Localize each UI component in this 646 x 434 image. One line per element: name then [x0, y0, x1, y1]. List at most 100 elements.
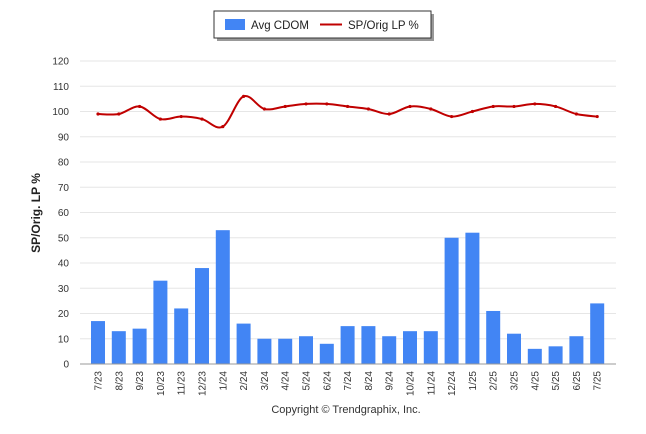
x-tick-label: 3/25 [510, 371, 521, 391]
sp-orig-lp-point-2-24 [242, 94, 246, 98]
sp-orig-lp-point-6-25 [574, 112, 579, 116]
x-tick-label: 3/24 [260, 371, 271, 391]
bar-2-24 [236, 323, 251, 364]
x-tick-label: 5/24 [302, 371, 313, 391]
sp-orig-lp-point-7-23 [96, 112, 100, 116]
x-tick-label: 4/24 [281, 371, 292, 391]
bar-2-25 [486, 310, 501, 364]
legend-label-avg-cdom: Avg CDOM [251, 20, 309, 32]
x-tick-label: 7/23 [94, 371, 105, 391]
sp-orig-lp-point-9-23 [138, 104, 142, 109]
y-axis-label: SP/Orig. LP % [29, 173, 43, 253]
sp-orig-lp-point-2-25 [491, 104, 495, 109]
sp-orig-lp-point-1-24 [221, 125, 225, 129]
y-tick-label: 70 [58, 183, 70, 194]
sp-orig-lp-point-9-24 [387, 112, 391, 116]
sp-orig-lp-point-5-24 [304, 102, 308, 106]
x-tick-label: 12/24 [447, 371, 458, 396]
y-tick-label: 50 [58, 233, 70, 244]
bar-9-24 [382, 336, 397, 364]
bar-7-24 [340, 326, 355, 364]
sp-orig-lp-point-7-25 [595, 114, 599, 119]
bar-11-24 [423, 331, 438, 364]
x-tick-label: 7/24 [343, 371, 354, 391]
y-tick-label: 60 [58, 208, 70, 219]
x-tick-label: 8/23 [114, 371, 125, 391]
y-tick-label: 120 [52, 57, 69, 68]
x-tick-label: 7/25 [593, 371, 604, 391]
x-tick-label: 11/23 [177, 371, 188, 396]
x-tick-label: 12/23 [198, 371, 209, 396]
bar-7-23 [91, 321, 105, 364]
bar-9-23 [132, 328, 147, 364]
y-tick-label: 30 [58, 284, 70, 295]
x-tick-label: 2/25 [489, 371, 500, 391]
bar-8-24 [361, 326, 376, 364]
x-tick-label: 1/25 [468, 371, 479, 391]
sp-orig-lp-point-5-25 [554, 104, 558, 109]
sp-orig-lp-point-4-25 [533, 102, 537, 106]
x-tick-label: 1/24 [218, 371, 229, 391]
bar-10-23 [153, 280, 168, 364]
sp-orig-lp-point-1-25 [470, 109, 474, 114]
bar-3-24 [257, 338, 272, 364]
x-tick-label: 6/24 [322, 371, 333, 391]
x-tick-label: 2/24 [239, 371, 250, 391]
bar-6-24 [319, 343, 334, 364]
bar-12-23 [195, 268, 209, 364]
y-tick-label: 80 [58, 158, 70, 169]
x-axis-ticks: 7/23 8/23 9/23 10/23 11/23 12/23 1/24 2/24 3/24 4… [94, 371, 604, 396]
x-tick-label: 4/25 [530, 371, 541, 391]
bar-3-25 [507, 333, 521, 364]
x-tick-label: 10/24 [406, 371, 417, 396]
bar-7-25 [590, 303, 605, 364]
sp-orig-lp-point-11-23 [179, 114, 183, 119]
x-tick-label: 9/23 [135, 371, 146, 391]
copyright-credit: Copyright © Trendgraphix, Inc. [271, 404, 420, 416]
legend: Avg CDOM SP/Orig LP % [213, 10, 434, 41]
bar-series-avg-cdom [91, 230, 605, 364]
sp-orig-lp-point-10-24 [408, 104, 412, 109]
legend-swatch-avg-cdom [225, 19, 245, 30]
x-tick-label: 10/23 [156, 371, 167, 396]
legend-label-sp-orig-lp: SP/Orig LP % [348, 20, 419, 32]
sp-orig-lp-point-6-24 [325, 102, 329, 106]
bar-1-24 [215, 230, 230, 364]
sp-orig-lp-point-4-24 [283, 104, 287, 109]
y-tick-label: 110 [53, 82, 69, 93]
y-axis-ticks: 0 10 20 30 40 50 60 70 80 90 100 110 120 [52, 57, 69, 371]
sp-orig-lp-point-12-23 [200, 117, 204, 121]
bar-5-25 [548, 346, 563, 364]
x-tick-label: 9/24 [385, 371, 396, 391]
y-tick-label: 10 [58, 334, 70, 345]
y-tick-label: 20 [58, 309, 70, 320]
sp-orig-lp-point-11-24 [429, 107, 433, 111]
x-tick-label: 11/24 [426, 371, 437, 396]
x-tick-label: 8/24 [364, 371, 375, 391]
line-series-sp-orig-lp [96, 94, 599, 129]
bar-12-24 [444, 237, 459, 364]
bar-4-25 [527, 348, 542, 364]
x-tick-label: 5/25 [551, 371, 562, 391]
sp-orig-lp-point-7-24 [346, 104, 350, 109]
y-tick-label: 0 [63, 360, 69, 371]
bar-6-25 [569, 336, 584, 364]
sp-orig-lp-point-3-24 [262, 107, 266, 111]
bar-1-25 [465, 232, 480, 364]
y-tick-label: 90 [58, 132, 70, 143]
bar-8-23 [111, 331, 126, 364]
bar-4-24 [278, 338, 293, 364]
bar-5-24 [299, 336, 313, 364]
sp-orig-lp-point-8-23 [117, 112, 121, 116]
x-tick-label: 6/25 [572, 371, 583, 391]
sp-orig-lp-point-10-23 [158, 117, 162, 121]
bar-11-23 [174, 308, 189, 364]
sp-orig-lp-point-3-25 [512, 104, 516, 109]
bar-10-24 [403, 331, 417, 364]
grid-lines [80, 60, 616, 340]
y-tick-label: 100 [52, 107, 69, 118]
sp-orig-lp-point-12-24 [450, 114, 454, 119]
sp-orig-lp-point-8-24 [366, 107, 370, 111]
y-tick-label: 40 [58, 259, 70, 270]
